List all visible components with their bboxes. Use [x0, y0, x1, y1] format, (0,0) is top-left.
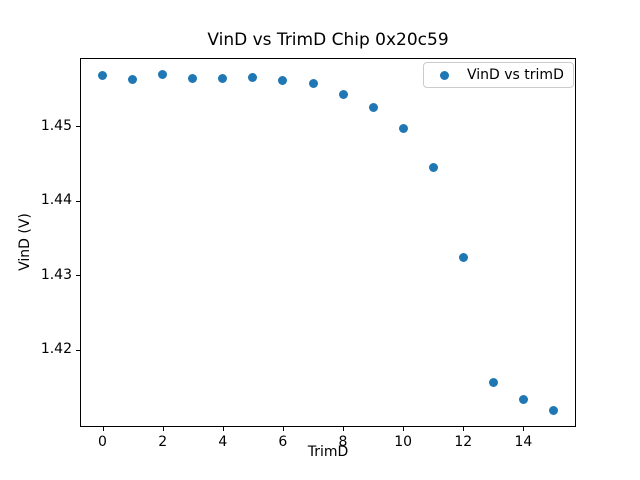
- legend-marker-dot-icon: [440, 71, 449, 80]
- x-tick-mark: [463, 427, 465, 431]
- y-tick-label: 1.43: [40, 266, 72, 283]
- data-point: [308, 79, 318, 89]
- data-point: [488, 378, 498, 388]
- x-tick-label: 4: [218, 434, 228, 450]
- data-point: [158, 70, 168, 80]
- data-point: [218, 74, 228, 83]
- x-tick-label: 2: [158, 434, 168, 450]
- y-tick-label: 1.44: [40, 192, 72, 209]
- data-point: [278, 75, 288, 85]
- data-point: [398, 123, 408, 133]
- y-tick-mark: [76, 200, 80, 202]
- x-tick-label: 12: [454, 434, 473, 450]
- x-tick-mark: [102, 427, 104, 431]
- data-point: [368, 103, 378, 113]
- data-point: [518, 395, 528, 405]
- data-point: [338, 89, 348, 99]
- y-tick-label: 1.45: [40, 117, 72, 134]
- y-tick-label: 1.42: [40, 341, 72, 358]
- x-tick-label: 14: [514, 434, 533, 450]
- x-tick-label: 8: [338, 434, 348, 450]
- data-point: [128, 74, 138, 84]
- x-tick-label: 0: [98, 434, 107, 450]
- x-tick-label: 10: [394, 434, 413, 450]
- legend-label: VinD vs trimD: [467, 67, 564, 83]
- data-point: [248, 73, 258, 83]
- data-point: [188, 74, 198, 83]
- data-point: [98, 71, 107, 80]
- y-tick-mark: [76, 126, 80, 128]
- x-tick-mark: [162, 427, 164, 431]
- x-tick-mark: [282, 427, 284, 431]
- x-tick-mark: [403, 427, 405, 431]
- data-point: [428, 162, 438, 172]
- x-tick-mark: [523, 427, 525, 431]
- y-axis-label: VinD (V): [17, 213, 33, 271]
- data-point: [549, 405, 558, 415]
- x-axis-label: TrimD: [307, 444, 349, 460]
- legend: VinD vs trimD: [423, 62, 574, 88]
- x-tick-mark: [343, 427, 344, 431]
- y-tick-mark: [76, 275, 80, 277]
- plot-area: [80, 58, 576, 427]
- x-tick-label: 6: [278, 434, 288, 450]
- y-tick-mark: [76, 349, 80, 351]
- data-point: [458, 252, 468, 262]
- chart-title: VinD vs TrimD Chip 0x20c59: [207, 30, 449, 50]
- x-tick-mark: [222, 427, 224, 431]
